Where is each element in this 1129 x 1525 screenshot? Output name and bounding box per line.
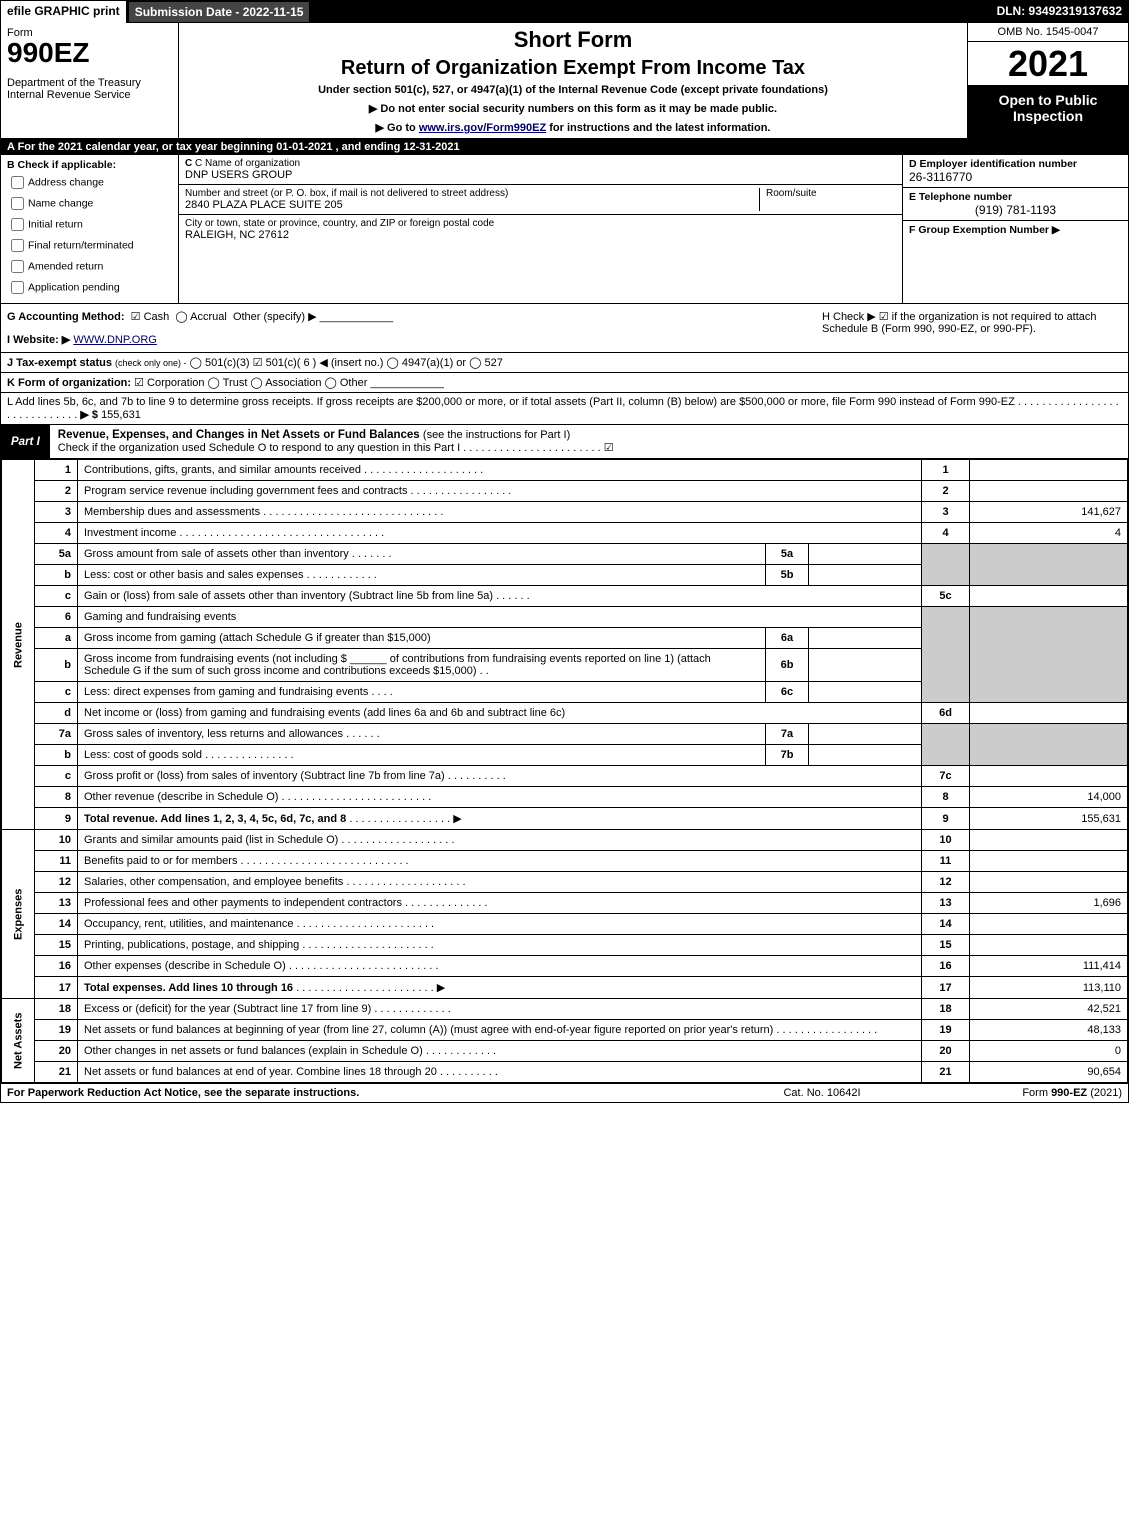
line-6d-amount xyxy=(970,703,1128,724)
efile-print-label: efile GRAPHIC print xyxy=(1,1,128,23)
check-name-change[interactable]: Name change xyxy=(7,194,172,213)
check-address-change[interactable]: Address change xyxy=(7,173,172,192)
group-exemption-cell: F Group Exemption Number ▶ xyxy=(903,221,1128,239)
submission-date: Submission Date - 2022-11-15 xyxy=(128,1,311,23)
check-application-pending[interactable]: Application pending xyxy=(7,278,172,297)
footer-form-ref: Form 990-EZ (2021) xyxy=(922,1087,1122,1099)
street-address: 2840 PLAZA PLACE SUITE 205 xyxy=(185,199,759,211)
line-7a-amount xyxy=(809,724,922,745)
line-20-amount: 0 xyxy=(970,1041,1128,1062)
top-bar: efile GRAPHIC print Submission Date - 20… xyxy=(1,1,1128,23)
footer-paperwork: For Paperwork Reduction Act Notice, see … xyxy=(7,1087,722,1099)
form-header: Form 990EZ Department of the Treasury In… xyxy=(1,23,1128,139)
header-center: Short Form Return of Organization Exempt… xyxy=(179,23,968,138)
line-14-amount xyxy=(970,914,1128,935)
form-990ez-page: efile GRAPHIC print Submission Date - 20… xyxy=(0,0,1129,1103)
line-3-amount: 141,627 xyxy=(970,502,1128,523)
check-final-return[interactable]: Final return/terminated xyxy=(7,236,172,255)
line-7b-amount xyxy=(809,745,922,766)
phone-cell: E Telephone number (919) 781-1193 xyxy=(903,188,1128,221)
dln-number: DLN: 93492319137632 xyxy=(991,1,1128,23)
form-number: 990EZ xyxy=(7,39,172,67)
street-line: Number and street (or P. O. box, if mail… xyxy=(179,185,902,215)
omb-number: OMB No. 1545-0047 xyxy=(968,23,1128,42)
line-6c-amount xyxy=(809,682,922,703)
row-h-schedule-b: H Check ▶ ☑ if the organization is not r… xyxy=(822,310,1122,346)
check-amended-return[interactable]: Amended return xyxy=(7,257,172,276)
line-18-amount: 42,521 xyxy=(970,999,1128,1020)
column-b-checks: B Check if applicable: Address change Na… xyxy=(1,155,179,303)
accounting-method: G Accounting Method: ☑ Cash ◯ Accrual Ot… xyxy=(7,310,822,346)
instruction-1: ▶ Do not enter social security numbers o… xyxy=(185,102,961,115)
inst2-post: for instructions and the latest informat… xyxy=(549,122,770,134)
phone-value: (919) 781-1193 xyxy=(909,203,1122,217)
line-5b-amount xyxy=(809,565,922,586)
gross-receipts-amount: 155,631 xyxy=(101,409,141,421)
line-1-amount xyxy=(970,460,1128,481)
header-right: OMB No. 1545-0047 2021 Open to Public In… xyxy=(968,23,1128,138)
header-left: Form 990EZ Department of the Treasury In… xyxy=(1,23,179,138)
check-b-label: B Check if applicable: xyxy=(7,159,116,171)
irs-link[interactable]: www.irs.gov/Form990EZ xyxy=(419,122,546,134)
part-1-header: Part I Revenue, Expenses, and Changes in… xyxy=(1,425,1128,459)
line-16-amount: 111,414 xyxy=(970,956,1128,977)
line-4-amount: 4 xyxy=(970,523,1128,544)
department-treasury: Department of the Treasury Internal Reve… xyxy=(7,77,172,101)
line-6b-amount xyxy=(809,649,922,682)
line-2-amount xyxy=(970,481,1128,502)
net-assets-side-label: Net Assets xyxy=(2,999,35,1083)
line-5a-amount xyxy=(809,544,922,565)
org-name: DNP USERS GROUP xyxy=(185,169,896,181)
row-a-tax-year: A For the 2021 calendar year, or tax yea… xyxy=(1,139,1128,155)
form-title: Return of Organization Exempt From Incom… xyxy=(185,57,961,80)
line-8-amount: 14,000 xyxy=(970,787,1128,808)
form-year: 2021 xyxy=(968,42,1128,86)
ein-value: 26-3116770 xyxy=(909,170,1122,184)
line-21-amount: 90,654 xyxy=(970,1062,1128,1083)
city-state-zip: RALEIGH, NC 27612 xyxy=(185,229,896,241)
revenue-side-label: Revenue xyxy=(2,460,35,830)
line-9-amount: 155,631 xyxy=(970,808,1128,830)
row-k-form-org: K Form of organization: ☑ Corporation ◯ … xyxy=(1,373,1128,393)
expenses-side-label: Expenses xyxy=(2,830,35,999)
part-1-table: Revenue 1 Contributions, gifts, grants, … xyxy=(1,459,1128,1083)
section-b-through-f: B Check if applicable: Address change Na… xyxy=(1,155,1128,304)
room-label: Room/suite xyxy=(766,188,896,199)
line-5c-amount xyxy=(970,586,1128,607)
line-11-amount xyxy=(970,851,1128,872)
part-1-number: Part I xyxy=(1,432,50,452)
form-subtitle: Under section 501(c), 527, or 4947(a)(1)… xyxy=(185,84,961,96)
ein-cell: D Employer identification number 26-3116… xyxy=(903,155,1128,188)
row-j-tax-exempt: J Tax-exempt status (check only one) - ◯… xyxy=(1,353,1128,373)
inst2-pre: ▶ Go to xyxy=(376,122,419,134)
short-form-label: Short Form xyxy=(185,27,961,53)
city-line: City or town, state or province, country… xyxy=(179,215,902,244)
footer-catalog: Cat. No. 10642I xyxy=(722,1087,922,1099)
check-initial-return[interactable]: Initial return xyxy=(7,215,172,234)
row-l-gross-receipts: L Add lines 5b, 6c, and 7b to line 9 to … xyxy=(1,393,1128,425)
open-to-public: Open to Public Inspection xyxy=(968,86,1128,138)
line-12-amount xyxy=(970,872,1128,893)
line-7c-amount xyxy=(970,766,1128,787)
line-17-amount: 113,110 xyxy=(970,977,1128,999)
line-19-amount: 48,133 xyxy=(970,1020,1128,1041)
instruction-2: ▶ Go to www.irs.gov/Form990EZ for instru… xyxy=(185,121,961,134)
line-6a-amount xyxy=(809,628,922,649)
row-g-h: G Accounting Method: ☑ Cash ◯ Accrual Ot… xyxy=(1,304,1128,353)
line-15-amount xyxy=(970,935,1128,956)
part-1-title: Revenue, Expenses, and Changes in Net As… xyxy=(50,425,1128,458)
website-link[interactable]: WWW.DNP.ORG xyxy=(73,334,157,346)
line-10-amount xyxy=(970,830,1128,851)
column-c-org: C C Name of organization DNP USERS GROUP… xyxy=(179,155,902,303)
page-footer: For Paperwork Reduction Act Notice, see … xyxy=(1,1083,1128,1102)
org-name-line: C C Name of organization DNP USERS GROUP xyxy=(179,155,902,185)
topbar-spacer xyxy=(310,1,990,23)
column-d-e-f: D Employer identification number 26-3116… xyxy=(902,155,1128,303)
line-13-amount: 1,696 xyxy=(970,893,1128,914)
